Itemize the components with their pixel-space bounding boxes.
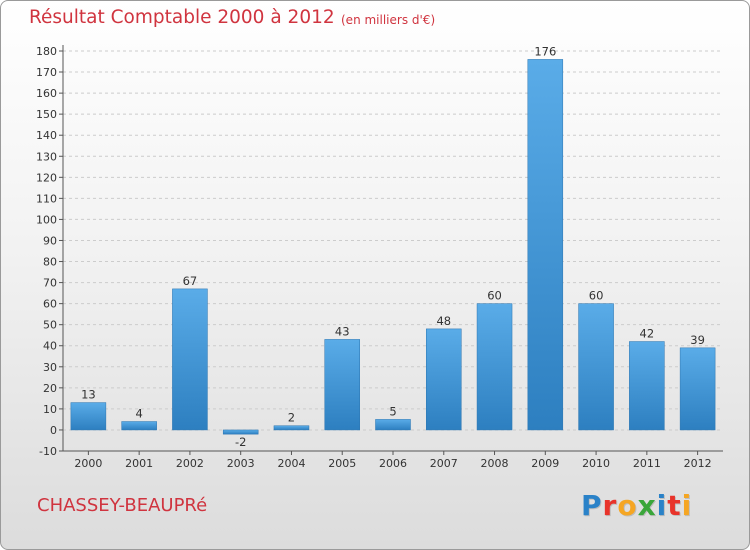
data-label-2001: 4 [135, 407, 142, 421]
logo-letter: t [667, 489, 682, 522]
bar-2004 [273, 425, 310, 431]
x-tick-label-2004: 2004 [277, 457, 305, 470]
y-tick-label: 60 [43, 298, 57, 311]
x-tick-label-2001: 2001 [125, 457, 153, 470]
y-tick-label: 10 [43, 403, 57, 416]
bar-2002 [172, 288, 208, 431]
bar-2010 [578, 303, 614, 431]
y-tick-label: 70 [43, 277, 57, 290]
data-label-2002: 67 [183, 274, 198, 288]
y-tick-label: 50 [43, 319, 57, 332]
bar-2005 [324, 339, 360, 431]
y-tick-label: 110 [36, 192, 57, 205]
bar-2008 [476, 303, 513, 431]
data-label-2012: 39 [690, 333, 705, 347]
y-tick-label: 30 [43, 361, 57, 374]
data-label-2009: 176 [534, 44, 556, 58]
y-tick-label: 0 [50, 424, 57, 437]
y-tick-label: 80 [43, 256, 57, 269]
bar-2007 [426, 328, 462, 431]
y-tick-label: 150 [36, 108, 57, 121]
logo-letter: P [581, 489, 603, 522]
y-tick-label: 120 [36, 171, 57, 184]
logo-letter: i [656, 489, 668, 522]
y-tick-label: 100 [36, 213, 57, 226]
data-label-2008: 60 [487, 289, 502, 303]
x-tick-label-2003: 2003 [227, 457, 255, 470]
data-label-2006: 5 [389, 404, 396, 418]
bar-2012 [679, 347, 716, 431]
bar-2001 [121, 421, 157, 431]
bar-2011 [629, 341, 665, 431]
data-label-2004: 2 [288, 411, 295, 425]
x-tick-label-2011: 2011 [633, 457, 661, 470]
data-label-2003: -2 [235, 435, 246, 449]
data-label-2007: 48 [436, 314, 451, 328]
bar-2003 [222, 429, 259, 435]
x-tick-label-2008: 2008 [481, 457, 509, 470]
y-tick-label: 140 [36, 129, 57, 142]
x-tick-label-2000: 2000 [74, 457, 102, 470]
x-tick-label-2006: 2006 [379, 457, 407, 470]
y-tick-label: 160 [36, 87, 57, 100]
y-tick-label: -10 [39, 445, 57, 458]
town-name: CHASSEY-BEAUPRé [37, 495, 208, 516]
bar-2000 [70, 402, 107, 431]
y-tick-label: 90 [43, 234, 57, 247]
bar-2006 [375, 419, 411, 431]
chart-subtitle: (en milliers d'€) [341, 13, 436, 27]
x-tick-label-2012: 2012 [684, 457, 712, 470]
y-tick-label: 180 [36, 45, 57, 58]
logo-letter: o [617, 489, 638, 522]
data-label-2010: 60 [589, 289, 604, 303]
y-tick-label: 130 [36, 150, 57, 163]
x-tick-label-2009: 2009 [531, 457, 559, 470]
chart-title: Résultat Comptable 2000 à 2012 [29, 7, 335, 28]
logo-letter: i [681, 489, 693, 522]
proxiti-logo: Proxiti [581, 489, 692, 522]
data-label-2000: 13 [81, 388, 96, 402]
y-tick-label: 20 [43, 382, 57, 395]
data-label-2005: 43 [335, 324, 350, 338]
y-tick-label: 40 [43, 340, 57, 353]
x-tick-label-2002: 2002 [176, 457, 204, 470]
data-label-2011: 42 [640, 327, 655, 341]
x-tick-label-2010: 2010 [582, 457, 610, 470]
x-tick-label-2005: 2005 [328, 457, 356, 470]
bar-2009 [527, 59, 564, 431]
logo-letter: x [637, 489, 657, 522]
y-tick-label: 170 [36, 66, 57, 79]
logo-letter: r [602, 489, 618, 522]
x-tick-label-2007: 2007 [430, 457, 458, 470]
